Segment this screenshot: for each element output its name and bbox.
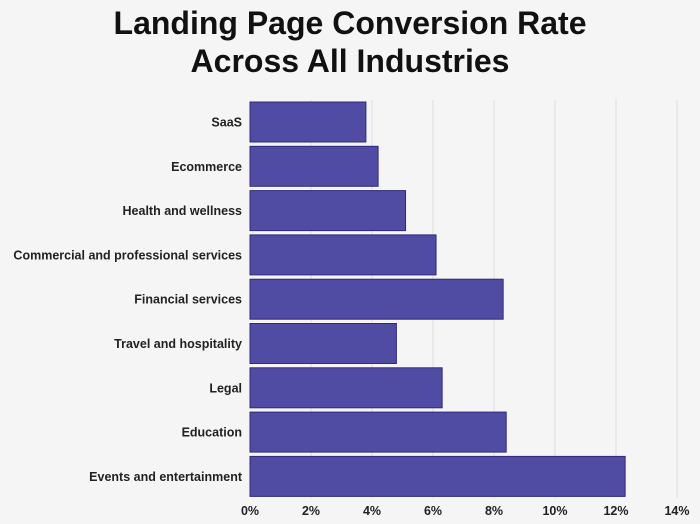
category-label: Commercial and professional services bbox=[13, 248, 242, 262]
bar bbox=[249, 101, 367, 143]
x-axis-tick-labels: 0% 2% 4% 6% 8% 10% 12% 14% bbox=[241, 504, 690, 518]
bar bbox=[249, 145, 379, 187]
category-labels: SaaS Ecommerce Health and wellness Commerci… bbox=[13, 116, 242, 484]
x-tick-label: 6% bbox=[424, 504, 442, 518]
x-tick-label: 2% bbox=[302, 504, 320, 518]
category-label: Travel and hospitality bbox=[114, 337, 242, 351]
x-tick-label: 0% bbox=[241, 504, 259, 518]
bar bbox=[249, 190, 407, 232]
bar bbox=[249, 234, 437, 276]
x-tick-label: 8% bbox=[485, 504, 503, 518]
x-tick-label: 12% bbox=[603, 504, 628, 518]
bar bbox=[249, 323, 397, 364]
x-tick-label: 4% bbox=[363, 504, 381, 518]
bar bbox=[249, 278, 504, 320]
category-label: Health and wellness bbox=[123, 204, 243, 218]
category-label: Ecommerce bbox=[171, 160, 242, 174]
bar bbox=[249, 455, 626, 497]
x-tick-label: 14% bbox=[664, 504, 689, 518]
chart-title-line-2: Across All Industries bbox=[191, 43, 510, 79]
category-label: SaaS bbox=[211, 116, 242, 130]
bar bbox=[249, 367, 443, 409]
category-label: Events and entertainment bbox=[89, 470, 243, 484]
bars bbox=[249, 101, 626, 497]
x-tick-label: 10% bbox=[542, 504, 567, 518]
bar bbox=[249, 411, 507, 453]
category-label: Legal bbox=[209, 381, 242, 395]
chart-title: Landing Page Conversion Rate Across All … bbox=[114, 5, 587, 79]
category-label: Financial services bbox=[134, 293, 242, 307]
category-label: Education bbox=[182, 426, 242, 440]
chart-title-line-1: Landing Page Conversion Rate bbox=[114, 5, 587, 41]
